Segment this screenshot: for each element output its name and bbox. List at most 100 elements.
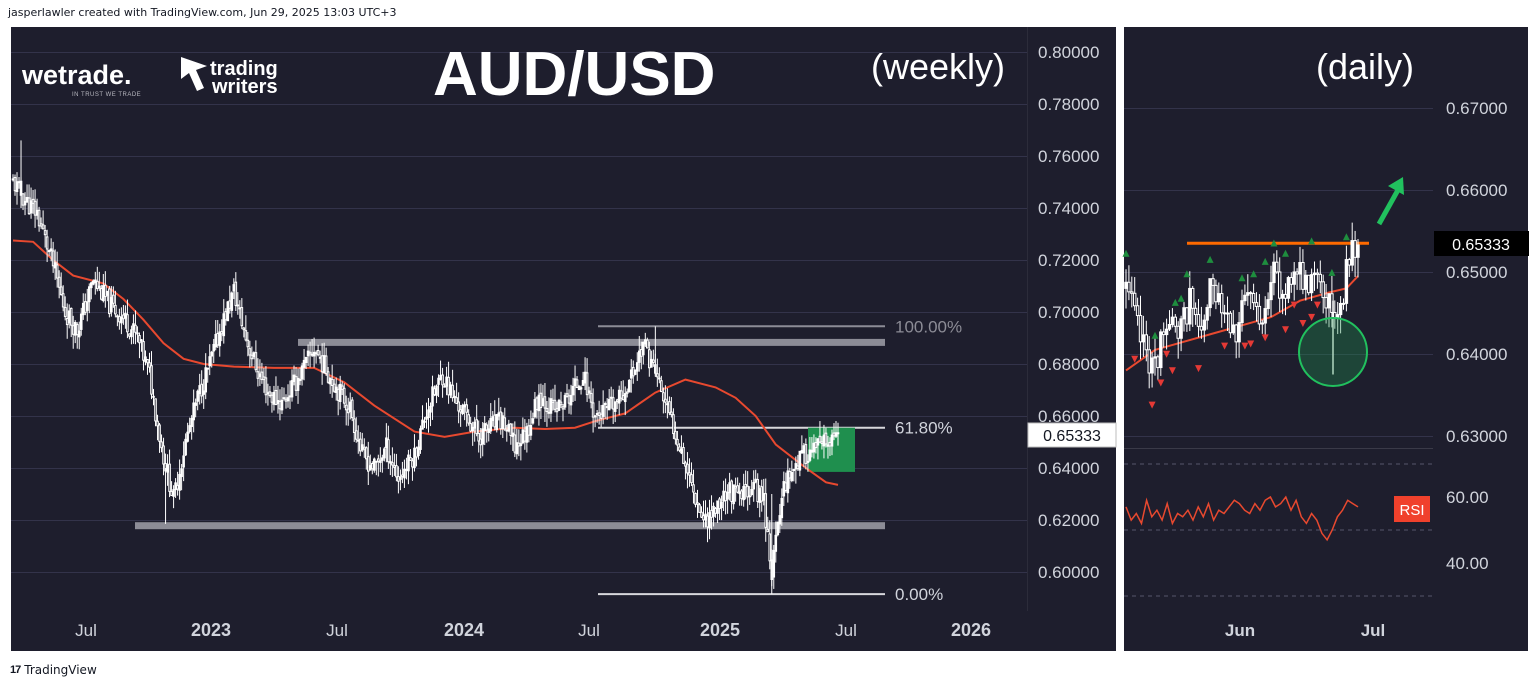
weekly-candle-body [591,402,595,418]
daily-candle-body [1353,240,1357,258]
weekly-candle-body [405,468,408,471]
daily-candle-body [1147,349,1151,374]
daily-candles [1124,222,1360,389]
weekly-candle-body [118,316,121,323]
weekly-candle-body [760,486,764,502]
weekly-candle-body [228,300,232,309]
weekly-candle-body [832,432,836,437]
weekly-candle-body [631,366,635,377]
weekly-candle-body [294,376,298,391]
weekly-candle-body [166,464,169,473]
weekly-candle-body [298,379,302,382]
weekly-grid-line [11,260,1027,261]
weekly-candle-body [732,484,735,505]
weekly-candle-body [611,397,615,410]
weekly-candle-body [435,385,438,396]
weekly-candle-body [639,349,643,357]
weekly-candle-body [236,304,240,307]
weekly-candle-body [100,288,103,300]
weekly-candle-body [796,465,800,470]
daily-candle-body [1144,334,1148,351]
daily-candle-body [1278,271,1282,299]
weekly-candle-body [196,390,199,402]
daily-candle-body [1182,307,1186,320]
weekly-candle-body [312,351,316,357]
daily-candle-body [1356,244,1360,258]
weekly-candle-body [744,483,747,488]
weekly-candle-body [132,323,135,330]
daily-candle-body [1208,278,1212,309]
daily-candle-body [1254,302,1259,307]
pivot-low-triangle [1148,401,1156,409]
weekly-candle-body [238,307,242,310]
weekly-candle-body [806,460,810,463]
weekly-candle-body [57,276,61,288]
weekly-candle-body [734,485,737,489]
weekly-candle-body [828,441,832,447]
pivot-high-triangle [1270,239,1278,247]
support-band [135,522,885,530]
weekly-candle-body [712,505,715,517]
weekly-candle-body [652,359,655,363]
weekly-y-tick-label: 0.74000 [1038,199,1099,218]
weekly-candle-body [208,356,212,367]
weekly-candle-body [212,343,216,352]
weekly-candle-body [63,307,67,317]
weekly-candle-body [302,359,306,368]
weekly-candle-body [81,302,85,316]
weekly-candle-body [91,280,95,285]
daily-candle-body [1312,272,1317,276]
weekly-candle-body [678,446,681,451]
weekly-candle-body [487,428,491,433]
weekly-candle-body [381,457,384,461]
weekly-candle-body [523,430,527,442]
weekly-candle-body [220,331,224,335]
weekly-candle-body [324,355,328,375]
weekly-candle-body [507,423,511,432]
weekly-candle-body [55,264,59,279]
pivot-low-triangle [1241,342,1249,350]
weekly-candle-body [742,486,745,501]
weekly-candle-body [629,369,633,379]
weekly-candle-body [577,386,581,391]
weekly-subtitle: (weekly) [871,46,1005,87]
weekly-x-tick-label: Jul [326,621,348,640]
daily-candle-body [1333,311,1337,319]
weekly-candle-body [605,405,609,409]
weekly-candle-body [148,362,151,368]
weekly-candle-body [112,294,115,304]
weekly-candle-body [272,391,276,405]
weekly-last-price: 0.65333 [1043,428,1101,445]
weekly-candle-body [85,301,89,311]
daily-candle-body [1225,312,1230,315]
weekly-candle-body [497,412,501,417]
weekly-y-tick-label: 0.72000 [1038,251,1099,270]
weekly-candle-body [804,444,808,464]
weekly-candle-body [270,394,274,403]
weekly-candle-body [216,333,220,346]
weekly-candle-body [140,339,143,342]
weekly-candle-body [399,476,402,480]
daily-x-tick-label: Jun [1225,621,1255,640]
weekly-candle-body [541,398,545,407]
weekly-candle-body [441,374,444,386]
weekly-candle-body [730,480,733,503]
weekly-candle-body [336,388,340,401]
weekly-candle-body [320,355,324,373]
weekly-candle-body [33,200,37,216]
weekly-candle-body [364,447,368,460]
daily-candle-body [1237,322,1241,343]
weekly-candle-body [529,424,533,436]
weekly-candle-body [660,380,663,393]
weekly-candle-body [393,465,396,468]
pivot-low-triangle [1168,367,1176,375]
daily-candle-body [1275,261,1279,273]
daily-candle-body [1170,316,1175,325]
weekly-candle-body [690,474,693,484]
weekly-candle-body [445,376,448,387]
pivot-high-triangle [1183,270,1191,278]
weekly-candle-body [352,418,356,433]
weekly-candle-body [226,301,230,322]
weekly-candle-body [385,437,388,449]
chart-title: AUD/USD [433,40,715,109]
